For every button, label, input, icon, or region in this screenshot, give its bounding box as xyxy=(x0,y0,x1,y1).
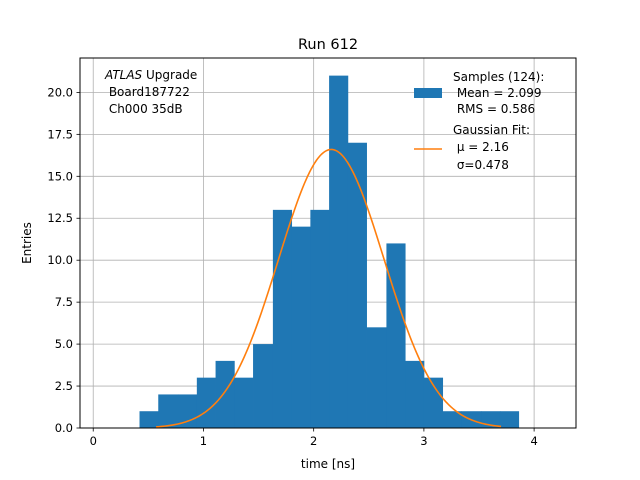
x-tick-label: 3 xyxy=(420,434,427,448)
histogram-bar xyxy=(253,344,274,428)
legend-samples-label: Samples (124): xyxy=(453,70,544,84)
x-tick-label: 2 xyxy=(310,434,317,448)
legend-sigma-label: σ=0.478 xyxy=(453,158,509,172)
histogram-bar xyxy=(196,377,216,428)
gaussian-fit-curve xyxy=(155,148,502,428)
axis-ticks: 0 1 2 3 4 0.0 2.5 5.0 7.5 10.0 12.5 15.0 17.5 20.0 xyxy=(47,85,537,448)
atlas-italic-label: ATLAS xyxy=(104,68,143,82)
y-tick-label: 15.0 xyxy=(47,169,73,183)
histogram-bar xyxy=(347,142,367,428)
histogram-bar xyxy=(386,243,406,428)
histogram-bar xyxy=(291,226,311,428)
histogram-bar xyxy=(215,360,235,428)
histogram-bars xyxy=(139,75,520,428)
y-axis-label: Entries xyxy=(20,222,34,264)
histogram-bar xyxy=(405,360,425,428)
legend-rms-label: RMS = 0.586 xyxy=(453,102,535,116)
channel-label: Ch000 35dB xyxy=(105,102,183,116)
histogram-bar xyxy=(499,411,520,428)
y-tick-label: 0.0 xyxy=(55,421,73,435)
histogram-bar xyxy=(423,377,444,428)
y-tick-label: 20.0 xyxy=(47,85,73,99)
histogram-bar xyxy=(234,377,254,428)
x-tick-label: 0 xyxy=(90,434,97,448)
legend-hist-swatch xyxy=(414,88,442,98)
fit-curve-layer xyxy=(155,148,502,428)
histogram-bar xyxy=(158,394,179,428)
y-tick-label: 7.5 xyxy=(55,295,73,309)
histogram-bar xyxy=(329,75,349,428)
histogram-bar xyxy=(442,411,462,428)
y-tick-label: 17.5 xyxy=(47,127,73,141)
y-tick-label: 5.0 xyxy=(55,337,73,351)
board-label: Board187722 xyxy=(105,85,190,99)
x-tick-label: 4 xyxy=(530,434,537,448)
y-tick-label: 10.0 xyxy=(47,253,73,267)
plot-frame xyxy=(79,57,577,429)
y-tick-label: 2.5 xyxy=(55,379,73,393)
legend: Samples (124): Mean = 2.099 RMS = 0.586 … xyxy=(414,70,544,172)
histogram-bar xyxy=(272,209,293,428)
legend-fit-label: Gaussian Fit: xyxy=(453,123,530,137)
atlas-label-line: ATLAS Upgrade xyxy=(104,68,197,82)
y-tick-label: 12.5 xyxy=(47,211,73,225)
histogram-bar xyxy=(139,411,159,428)
legend-mu-label: μ = 2.16 xyxy=(453,140,509,154)
histogram-bar xyxy=(310,209,330,428)
histogram-bar xyxy=(366,327,387,428)
atlas-upgrade-label: Upgrade xyxy=(142,68,197,82)
legend-mean-label: Mean = 2.099 xyxy=(453,86,542,100)
x-axis-label: time [ns] xyxy=(301,457,355,471)
chart-title: Run 612 xyxy=(298,37,358,53)
atlas-annotation: ATLAS Upgrade Board187722 Ch000 35dB xyxy=(104,68,197,116)
x-tick-label: 1 xyxy=(200,434,207,448)
